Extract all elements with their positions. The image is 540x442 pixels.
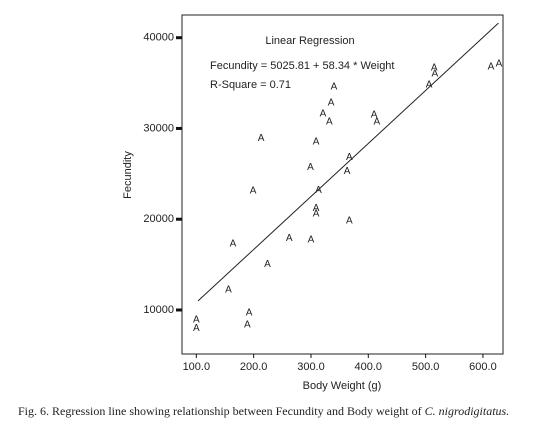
point-marker: A [344, 166, 351, 177]
x-tick-label: 400.0 [355, 361, 383, 373]
point-marker: A [250, 186, 257, 197]
annotation: R-Square = 0.71 [210, 79, 291, 91]
x-tick-label: 300.0 [297, 361, 325, 373]
chart: Linear Regression Fecundity = 5025.81 + … [122, 14, 504, 392]
point-marker: A [308, 235, 315, 246]
point-marker: A [496, 59, 503, 70]
annotation: Fecundity = 5025.81 + 58.34 * Weight [210, 60, 394, 72]
x-tick-label: 100.0 [183, 361, 211, 373]
y-tick-label: 10000 [143, 304, 174, 316]
y-axis-label: Fecundity [122, 151, 134, 199]
regression-line [197, 22, 499, 302]
point-marker: A [346, 216, 353, 227]
point-marker: A [246, 307, 253, 318]
point-marker: A [313, 203, 320, 214]
point-marker: A [431, 69, 438, 80]
point-marker: A [286, 233, 293, 244]
point-marker: A [193, 315, 200, 326]
caption-text: Fig. 6. Regression line showing relation… [18, 404, 422, 418]
chart-title: Linear Regression [265, 35, 354, 47]
point-marker: A [244, 320, 251, 331]
y-tick-label: 40000 [143, 32, 174, 44]
x-tick-label: 500.0 [412, 361, 440, 373]
point-marker: A [488, 61, 495, 72]
point-marker: A [193, 323, 200, 334]
x-axis-label: Body Weight (g) [303, 380, 382, 392]
point-marker: A [328, 98, 335, 109]
point-marker: A [230, 238, 237, 249]
point-marker: A [225, 285, 232, 296]
point-marker: A [374, 117, 381, 128]
point-marker: A [307, 162, 314, 173]
point-marker: A [426, 80, 433, 91]
point-marker: A [264, 259, 271, 270]
caption: Fig. 6. Regression line showing relation… [18, 404, 538, 419]
point-marker: A [258, 133, 265, 144]
point-marker: A [315, 185, 322, 196]
x-tick-label: 600.0 [469, 361, 497, 373]
y-tick-label: 30000 [143, 122, 174, 134]
point-marker: A [371, 109, 378, 120]
point-marker: A [346, 152, 353, 163]
x-tick-label: 200.0 [240, 361, 268, 373]
caption-species: C. nigrodigitatus. [424, 404, 510, 418]
point-marker: A [431, 62, 438, 73]
plot-frame [181, 14, 504, 355]
point-marker: A [313, 137, 320, 148]
point-marker: A [313, 208, 320, 219]
point-marker: A [331, 81, 338, 92]
point-marker: A [320, 109, 327, 120]
y-tick-label: 20000 [143, 213, 174, 225]
point-marker: A [326, 117, 333, 128]
